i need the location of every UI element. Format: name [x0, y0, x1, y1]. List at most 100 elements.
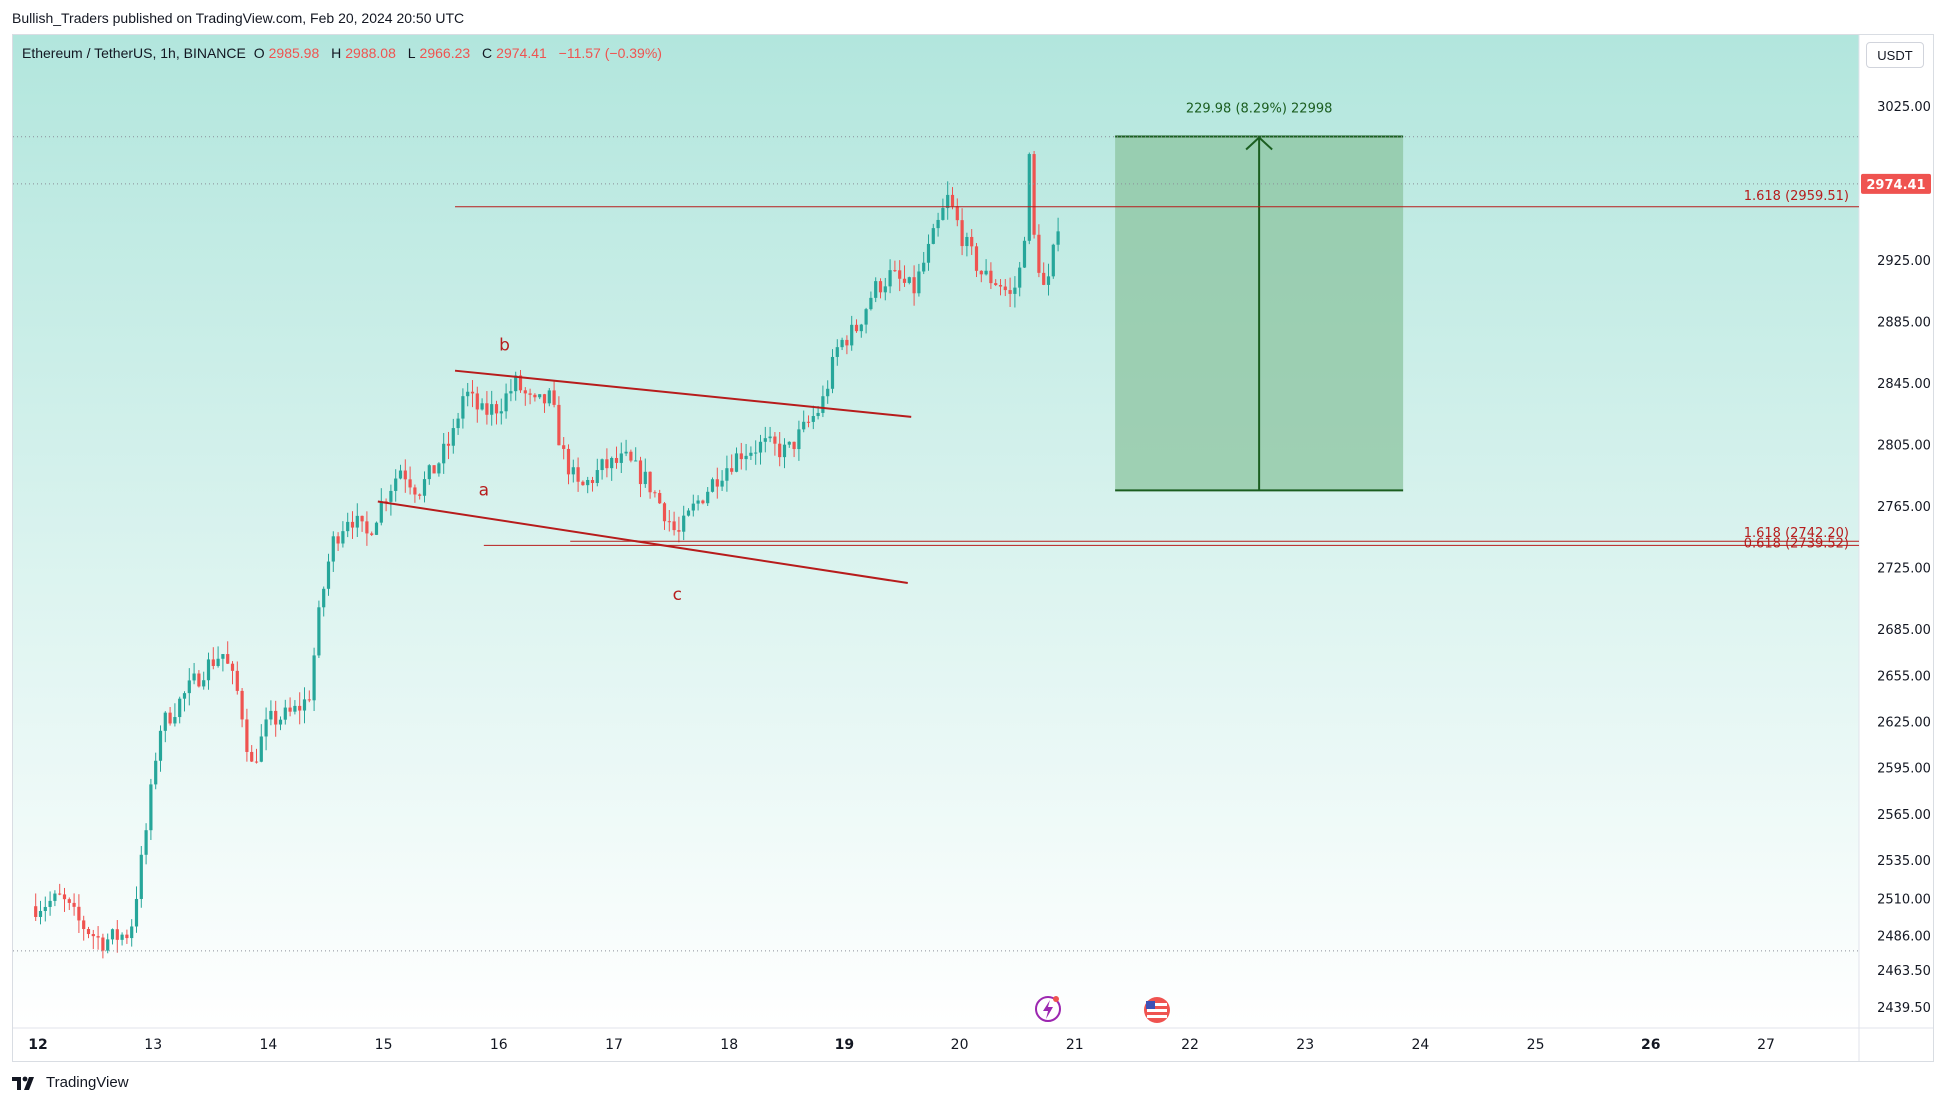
- candle-down: [533, 394, 537, 398]
- symbol-title[interactable]: Ethereum / TetherUS, 1h, BINANCE: [22, 45, 246, 61]
- candle-up: [758, 441, 763, 453]
- candle-down: [576, 467, 580, 482]
- footer-bar: TradingView: [0, 1062, 1946, 1105]
- candle-up: [686, 510, 691, 516]
- candle-down: [955, 206, 959, 221]
- candle-up: [797, 429, 801, 450]
- time-tick-label: 21: [1066, 1037, 1084, 1053]
- candle-down: [677, 530, 681, 532]
- candle-up: [317, 607, 321, 656]
- publisher-bar: Bullish_Traders published on TradingView…: [0, 0, 1946, 34]
- price-tick-label: 2510.00: [1877, 893, 1931, 908]
- candle-up: [1046, 276, 1051, 285]
- candle-down: [648, 471, 652, 493]
- candle-down: [418, 494, 422, 496]
- time-tick-label: 13: [144, 1037, 162, 1053]
- candle-up: [374, 522, 379, 535]
- candle-up: [130, 926, 134, 939]
- candle-down: [562, 445, 566, 449]
- tradingview-logo-icon: [12, 1076, 34, 1090]
- candle-down: [91, 934, 95, 937]
- candle-down: [197, 673, 201, 687]
- candle-up: [538, 394, 542, 398]
- price-axis[interactable]: 3025.00 2925.00 2885.00 2845.00 2805.00 2765.…: [1861, 100, 1931, 1016]
- candle-up: [830, 356, 835, 389]
- candle-up: [768, 436, 772, 439]
- candle-up: [869, 297, 873, 310]
- candle-up: [946, 194, 950, 209]
- candle-up: [302, 699, 307, 711]
- flag-canton-icon: [1146, 1001, 1155, 1009]
- target-range-group: 229.98 (8.29%) 22998: [1115, 101, 1404, 492]
- candle-down: [845, 339, 849, 346]
- time-tick-label: 18: [720, 1037, 738, 1053]
- close-label: C: [482, 45, 493, 61]
- event-icons[interactable]: [1035, 996, 1170, 1023]
- candle-up: [1018, 267, 1022, 288]
- candle-up: [634, 460, 638, 462]
- candle-down: [893, 270, 897, 272]
- candle-down: [552, 390, 556, 405]
- time-axis-background: [13, 1028, 1859, 1061]
- candle-down: [67, 899, 71, 903]
- candle-up: [586, 480, 590, 486]
- candle-up: [1051, 244, 1055, 277]
- candle-up: [341, 531, 345, 544]
- time-axis[interactable]: 12 13 14 15 16 17 18 19 20 21 22 23 24 25 26 27: [28, 1037, 1775, 1053]
- candle-up: [984, 270, 988, 275]
- brand-name: TradingView: [46, 1074, 129, 1091]
- time-tick-label: 27: [1757, 1037, 1775, 1053]
- candle-up: [725, 468, 729, 481]
- candle-down: [254, 761, 259, 763]
- candle-up: [499, 411, 503, 414]
- candle-down: [518, 375, 523, 391]
- target-arrow-head: [1245, 136, 1273, 151]
- ohlc-legend: Ethereum / TetherUS, 1h, BINANCE O 2985.9…: [22, 45, 666, 61]
- candle-up: [144, 830, 148, 855]
- candle-up: [322, 588, 326, 608]
- currency-button[interactable]: USDT: [1866, 42, 1924, 68]
- candle-down: [950, 194, 955, 207]
- candle-down: [998, 285, 1003, 287]
- time-tick-label: 16: [490, 1037, 508, 1053]
- candle-down: [211, 659, 215, 666]
- candle-up: [931, 228, 935, 244]
- candle-up: [624, 451, 628, 454]
- time-tick-label: 19: [835, 1037, 854, 1053]
- close-value: 2974.41: [496, 45, 547, 61]
- candle-down: [96, 936, 100, 938]
- candle-down: [854, 324, 859, 332]
- candle-up: [490, 404, 494, 415]
- candle-up: [504, 393, 508, 412]
- time-tick-label: 17: [605, 1037, 623, 1053]
- candle-up: [864, 309, 868, 325]
- candle-down: [307, 699, 311, 701]
- candle-down: [86, 929, 91, 935]
- candle-up: [269, 710, 273, 720]
- candle-up: [259, 736, 263, 762]
- price-tick-label: 2805.00: [1877, 439, 1931, 454]
- candle-down: [672, 521, 676, 531]
- candle-up: [763, 438, 767, 442]
- candle-down: [605, 459, 609, 469]
- candle-up: [422, 479, 427, 496]
- target-range-label: 229.98 (8.29%) 22998: [1186, 101, 1333, 116]
- candle-up: [480, 403, 484, 410]
- candle-down: [446, 443, 451, 446]
- candle-down: [778, 443, 782, 458]
- candle-down: [806, 421, 811, 423]
- time-tick-label: 24: [1411, 1037, 1429, 1053]
- candle-down: [274, 710, 278, 725]
- candle-down: [1037, 234, 1041, 273]
- change-value: −11.57 (−0.39%): [558, 45, 662, 61]
- tradingview-brand[interactable]: TradingView: [12, 1074, 129, 1091]
- candle-down: [403, 470, 407, 480]
- candle-down: [658, 493, 662, 504]
- candle-down: [960, 220, 964, 247]
- candle-up: [691, 503, 695, 511]
- candle-down: [878, 281, 883, 293]
- candle-down: [1008, 290, 1012, 294]
- candle-up: [355, 515, 359, 528]
- wave-label-b: b: [499, 336, 510, 356]
